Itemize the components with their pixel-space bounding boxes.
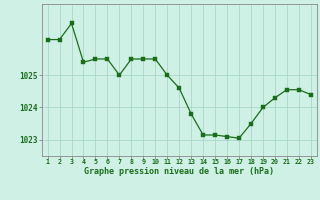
X-axis label: Graphe pression niveau de la mer (hPa): Graphe pression niveau de la mer (hPa) bbox=[84, 167, 274, 176]
